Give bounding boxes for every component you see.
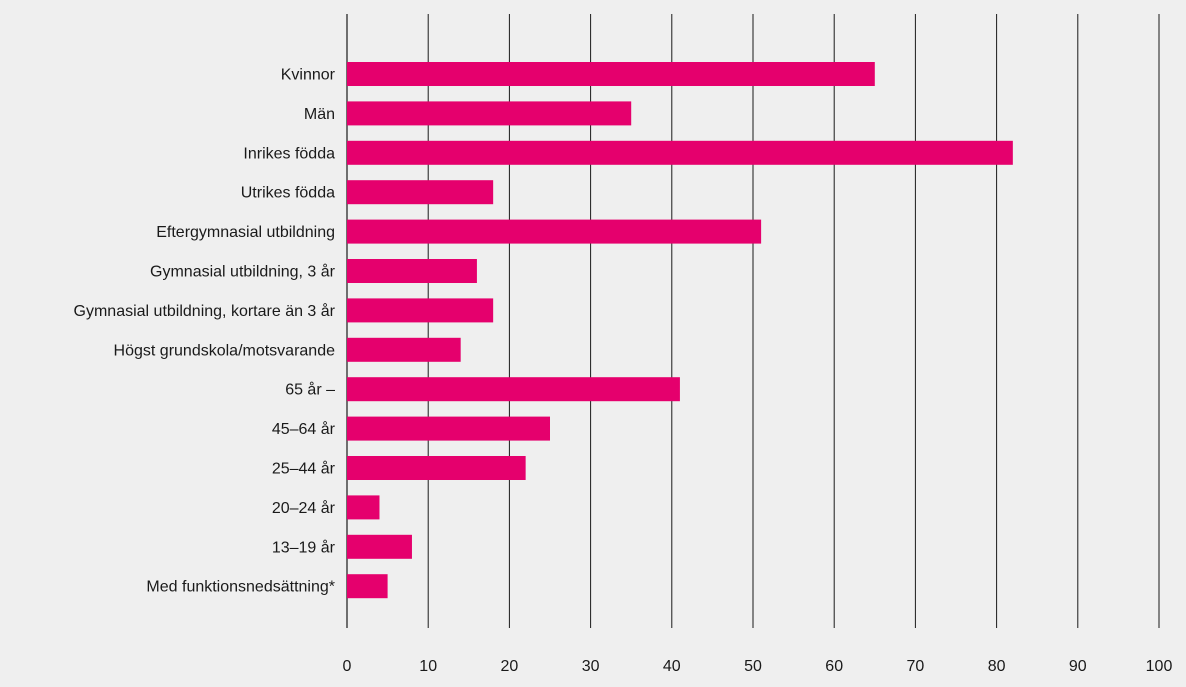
bar — [347, 298, 494, 323]
bar — [347, 180, 494, 205]
category-label: Med funktionsnedsättning* — [146, 579, 335, 596]
x-tick-label: 10 — [419, 658, 437, 675]
bar — [347, 101, 632, 126]
category-label: Högst grundskola/motsvarande — [114, 342, 336, 359]
x-tick-label: 0 — [343, 658, 352, 675]
category-label: 13–19 år — [272, 538, 336, 556]
category-label: Utrikes födda — [241, 185, 335, 202]
x-tick-label: 100 — [1146, 658, 1173, 675]
category-label: Eftergymnasial utbildning — [156, 224, 335, 241]
category-labels: Kvinnor Män Inrikes födda Utrikes födda Efte… — [74, 67, 336, 596]
bar — [347, 416, 550, 441]
x-tick-label: 80 — [988, 658, 1006, 675]
x-tick-label: 20 — [501, 658, 519, 675]
x-tick-label: 70 — [907, 658, 925, 675]
x-tick-label: 60 — [825, 658, 843, 675]
bar — [347, 534, 412, 559]
category-label: Gymnasial utbildning, kortare än 3 år — [74, 302, 336, 320]
bar — [347, 259, 477, 283]
bar — [347, 62, 875, 86]
category-label: Kvinnor — [281, 67, 336, 84]
x-tick-label: 50 — [744, 658, 762, 675]
x-tick-label: 40 — [663, 658, 681, 675]
bar — [347, 574, 388, 599]
x-tick-label: 90 — [1069, 658, 1087, 675]
category-label: Män — [304, 106, 335, 123]
category-label: 45–64 år — [272, 420, 336, 438]
x-tick-label: 30 — [582, 658, 600, 675]
bars — [347, 62, 1013, 599]
category-label: Gymnasial utbildning, 3 år — [150, 263, 336, 281]
x-axis-tick-labels: 0 10 20 30 40 50 60 70 80 90 100 — [343, 658, 1173, 675]
category-label: 65 år – — [285, 381, 335, 399]
category-label: 25–44 år — [272, 460, 336, 478]
category-label: Inrikes födda — [243, 145, 335, 162]
bar — [347, 140, 1013, 165]
bar — [347, 337, 461, 362]
category-label: 20–24 år — [272, 499, 336, 517]
bar — [347, 456, 526, 480]
bar — [347, 219, 762, 244]
bar — [347, 495, 380, 520]
bar — [347, 377, 680, 402]
